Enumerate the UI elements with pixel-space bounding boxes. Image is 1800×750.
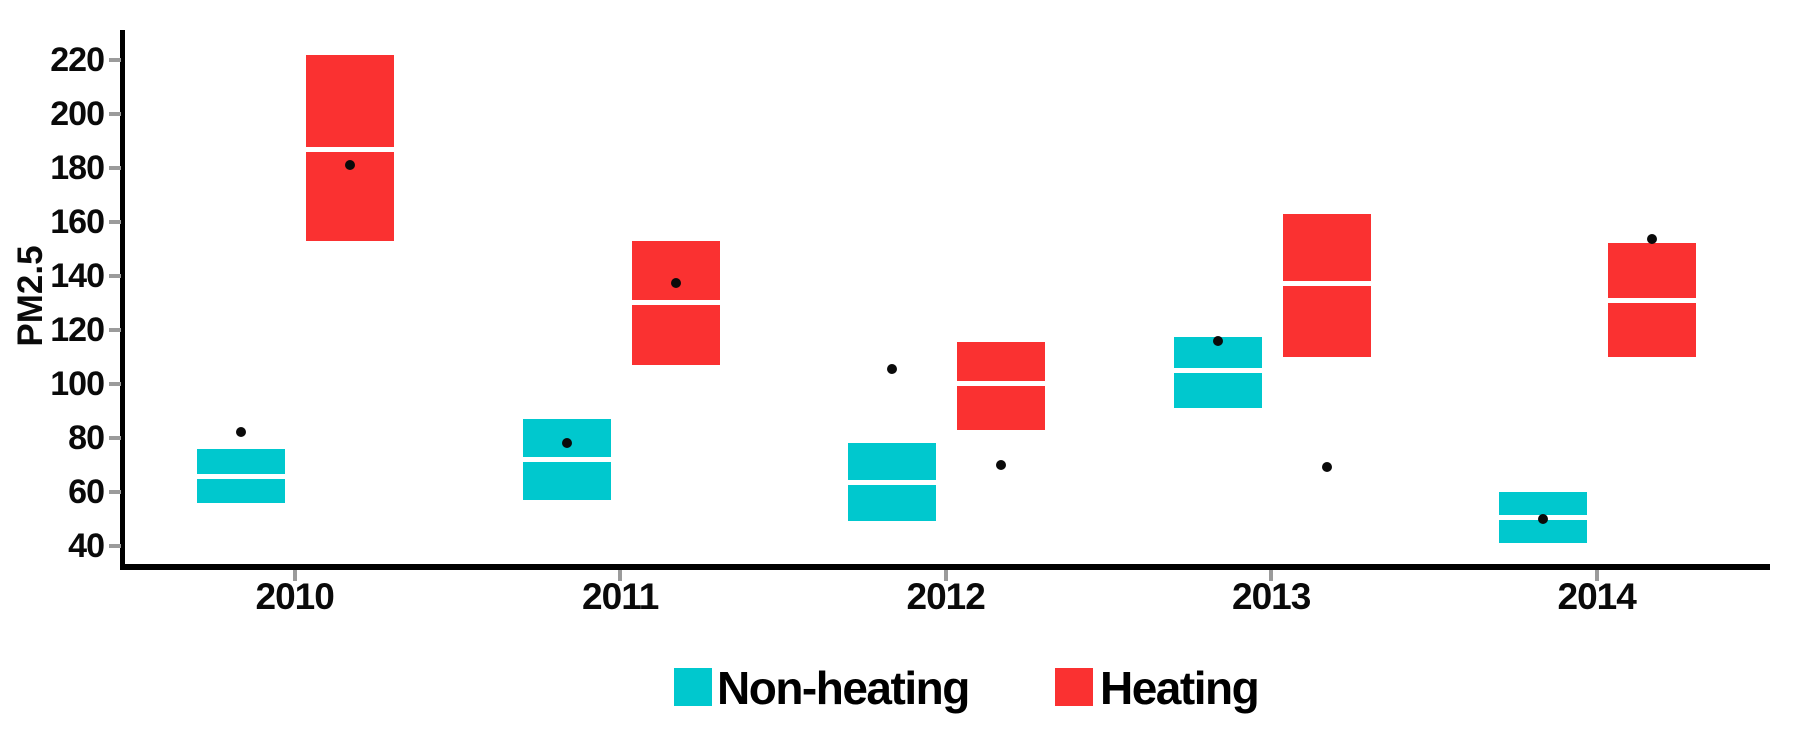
y-tick-label-140: 140 [50, 256, 105, 295]
crossbar-midline-heating-2014 [1608, 297, 1697, 303]
y-tick-label-120: 120 [50, 310, 105, 349]
point-dot-heating-2011 [670, 277, 681, 288]
y-tick-120 [109, 327, 121, 332]
y-tick-label-100: 100 [50, 364, 105, 403]
point-dot-non-heating-2011 [561, 438, 572, 449]
point-dot-heating-2014 [1647, 234, 1658, 245]
legend-label-heating: Heating [1100, 662, 1260, 714]
point-dot-heating-2010 [345, 160, 356, 171]
y-tick-160 [109, 219, 121, 224]
point-dot-heating-2012 [996, 459, 1007, 470]
x-tick-label-2010: 2010 [255, 576, 335, 617]
y-tick-label-200: 200 [50, 94, 105, 133]
x-tick-label-2012: 2012 [906, 576, 986, 617]
y-tick-label-60: 60 [68, 472, 105, 511]
crossbar-midline-heating-2013 [1282, 281, 1371, 287]
y-tick-label-40: 40 [68, 526, 105, 565]
point-dot-non-heating-2013 [1212, 335, 1223, 346]
legend-swatch-non-heating [674, 668, 712, 706]
x-tick-2012 [943, 570, 948, 581]
y-tick-180 [109, 165, 121, 170]
y-tick-label-180: 180 [50, 148, 105, 187]
y-tick-40 [109, 543, 121, 548]
x-tick-label-2013: 2013 [1232, 576, 1311, 617]
x-tick-label-2011: 2011 [582, 576, 659, 617]
legend-swatch-heating [1055, 668, 1093, 706]
point-dot-heating-2013 [1321, 462, 1332, 473]
legend-label-non-heating: Non-heating [717, 662, 970, 714]
y-tick-80 [109, 435, 121, 440]
crossbar-midline-heating-2012 [957, 381, 1046, 387]
x-tick-2010 [292, 570, 297, 581]
crossbar-midline-non-heating-2013 [1173, 367, 1262, 373]
point-dot-non-heating-2012 [887, 363, 898, 374]
x-axis-line [120, 564, 1770, 570]
crossbar-midline-non-heating-2010 [197, 474, 286, 480]
x-tick-2013 [1269, 570, 1274, 581]
y-tick-100 [109, 381, 121, 386]
crossbar-midline-non-heating-2011 [522, 456, 611, 462]
y-axis-line [120, 30, 125, 570]
y-tick-220 [109, 58, 121, 62]
y-tick-label-160: 160 [50, 202, 105, 241]
y-tick-60 [109, 489, 121, 494]
point-dot-non-heating-2010 [236, 427, 247, 438]
crossbar-midline-non-heating-2012 [848, 479, 937, 485]
crossbar-midline-heating-2010 [306, 146, 395, 152]
x-tick-2014 [1594, 570, 1599, 581]
y-tick-label-80: 80 [68, 418, 105, 457]
y-tick-label-220: 220 [50, 41, 105, 79]
crossbar-midline-heating-2011 [631, 300, 720, 306]
point-dot-non-heating-2014 [1538, 513, 1549, 524]
y-tick-200 [109, 111, 121, 116]
x-tick-2011 [618, 570, 623, 581]
x-tick-label-2014: 2014 [1557, 576, 1637, 617]
y-tick-140 [109, 273, 121, 278]
